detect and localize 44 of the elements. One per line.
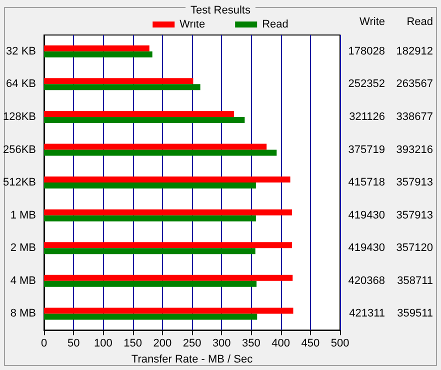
x-axis-title: Transfer Rate - MB / Sec <box>131 354 254 366</box>
text: 252352 <box>348 78 385 90</box>
x-tick-label: 350 <box>242 338 260 350</box>
x-tick-label: 450 <box>301 338 320 350</box>
legend-label: Write <box>180 18 206 30</box>
text: 263567 <box>396 78 433 90</box>
text: 421311 <box>349 308 385 320</box>
x-tick-label: 300 <box>212 338 231 350</box>
x-tick-label: 100 <box>94 338 112 350</box>
text: 357913 <box>396 176 433 189</box>
text: Write <box>360 16 385 28</box>
text: 415718 <box>348 176 385 189</box>
x-tick-label: 150 <box>124 338 142 350</box>
y-tick-label: 8 MB <box>10 308 36 320</box>
y-tick-label: 32 KB <box>6 45 36 58</box>
text: 182912 <box>396 45 433 58</box>
x-tick-label: 250 <box>182 338 202 350</box>
y-tick-label: 4 MB <box>10 274 36 287</box>
text: 338677 <box>396 110 433 123</box>
x-tick-label: 0 <box>40 338 48 350</box>
text: 420368 <box>348 274 385 287</box>
text: 321126 <box>349 110 385 123</box>
y-tick-label: 2 MB <box>10 242 36 254</box>
x-tick-label: 400 <box>272 338 290 350</box>
text: 357120 <box>396 242 433 254</box>
x-tick-label: 50 <box>68 338 80 350</box>
x-tick-label: 500 <box>330 338 350 350</box>
legend-label: Read <box>262 18 288 30</box>
text: 359511 <box>397 308 433 320</box>
text: 357913 <box>396 209 433 222</box>
y-tick-label: 1 MB <box>10 209 36 222</box>
chart-title: Test Results <box>190 4 251 16</box>
text: Read <box>406 16 433 28</box>
y-tick-label: 256KB <box>2 144 36 156</box>
text: 178028 <box>348 45 385 58</box>
y-tick-label: 64 KB <box>6 78 36 90</box>
y-tick-label: 128KB <box>2 110 36 123</box>
text: 358711 <box>397 274 433 287</box>
text: 419430 <box>348 209 385 222</box>
text: 419430 <box>348 242 385 254</box>
text: 375719 <box>348 144 385 156</box>
text: 393216 <box>396 144 433 156</box>
x-tick-label: 200 <box>153 338 172 350</box>
y-tick-label: 512KB <box>2 176 36 189</box>
